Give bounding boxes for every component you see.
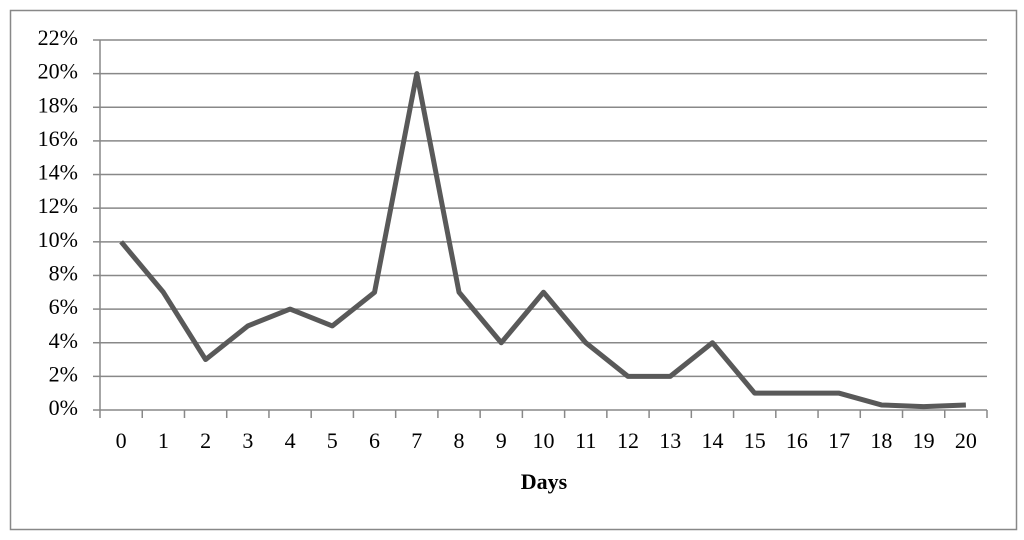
x-tick-label: 8 (454, 428, 465, 453)
y-tick-label: 0% (49, 395, 78, 420)
x-tick-label: 13 (659, 428, 681, 453)
x-tick-label: 19 (913, 428, 935, 453)
x-tick-label: 5 (327, 428, 338, 453)
x-tick-label: 2 (200, 428, 211, 453)
x-tick-label: 12 (617, 428, 639, 453)
y-tick-label: 20% (38, 59, 78, 84)
x-tick-label: 3 (242, 428, 253, 453)
x-tick-label: 14 (701, 428, 723, 453)
x-tick-label: 0 (116, 428, 127, 453)
x-tick-label: 18 (870, 428, 892, 453)
x-tick-label: 10 (533, 428, 555, 453)
x-tick-label: 6 (369, 428, 380, 453)
y-tick-label: 18% (38, 92, 78, 117)
y-tick-label: 16% (38, 126, 78, 151)
y-tick-label: 12% (38, 193, 78, 218)
x-tick-label: 15 (744, 428, 766, 453)
y-tick-label: 8% (49, 261, 78, 286)
y-tick-label: 6% (49, 294, 78, 319)
y-tick-label: 22% (38, 25, 78, 50)
x-tick-label: 17 (828, 428, 850, 453)
x-tick-label: 7 (411, 428, 422, 453)
x-tick-label: 16 (786, 428, 808, 453)
y-tick-label: 14% (38, 160, 78, 185)
x-tick-label: 20 (955, 428, 977, 453)
x-tick-label: 9 (496, 428, 507, 453)
chart-border (9, 9, 1018, 531)
x-axis-title: Days (521, 469, 568, 494)
x-tick-label: 4 (285, 428, 296, 453)
data-line (119, 71, 966, 410)
y-tick-label: 10% (38, 227, 78, 252)
y-tick-label: 2% (49, 361, 78, 386)
x-tick-label: 11 (575, 428, 596, 453)
y-tick-label: 4% (49, 328, 78, 353)
x-tick-label: 1 (158, 428, 169, 453)
